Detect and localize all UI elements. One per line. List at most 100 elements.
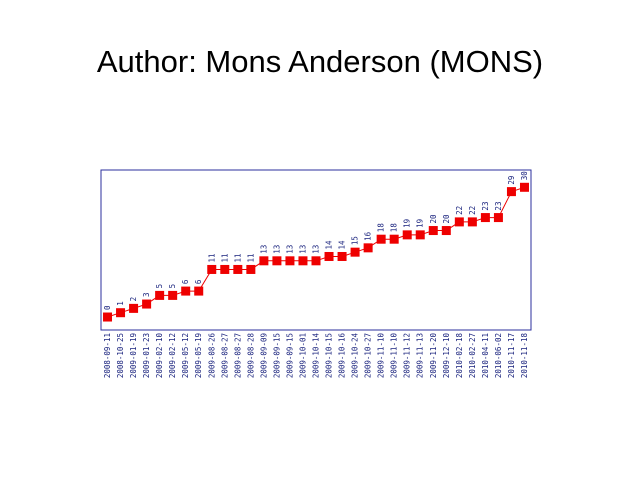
x-tick-label: 2009-05-19 xyxy=(194,333,203,378)
x-tick-label: 2009-10-01 xyxy=(298,333,307,378)
value-label: 13 xyxy=(312,245,321,254)
data-point xyxy=(376,234,386,244)
value-label: 13 xyxy=(285,245,294,254)
value-label: 11 xyxy=(207,253,216,262)
data-point xyxy=(350,247,360,257)
value-label: 1 xyxy=(116,301,125,306)
data-point xyxy=(337,251,347,261)
x-tick-label: 2009-11-12 xyxy=(403,333,412,378)
value-label: 5 xyxy=(168,284,177,289)
value-label: 29 xyxy=(507,176,516,185)
value-label: 23 xyxy=(481,202,490,211)
value-label: 15 xyxy=(351,236,360,245)
value-label: 6 xyxy=(181,279,190,284)
data-point xyxy=(454,217,464,227)
value-label: 5 xyxy=(155,284,164,289)
value-label: 18 xyxy=(390,223,399,233)
value-label: 23 xyxy=(494,202,503,211)
value-label: 11 xyxy=(233,253,242,262)
data-point xyxy=(207,264,217,274)
value-label: 19 xyxy=(403,219,412,228)
x-tick-label: 2009-02-12 xyxy=(168,333,177,378)
data-point xyxy=(506,187,516,197)
x-tick-label: 2009-05-12 xyxy=(181,333,190,378)
data-point xyxy=(181,286,191,296)
data-point xyxy=(155,290,165,300)
data-point xyxy=(142,299,152,309)
data-point xyxy=(441,226,451,236)
value-label: 16 xyxy=(364,231,373,241)
x-tick-label: 2009-09-09 xyxy=(259,333,268,378)
data-point xyxy=(324,251,334,261)
value-label: 13 xyxy=(298,245,307,254)
data-point xyxy=(493,213,503,223)
plot-frame xyxy=(100,169,532,331)
data-point xyxy=(272,256,282,266)
data-point xyxy=(233,264,243,274)
x-tick-label: 2009-09-15 xyxy=(272,333,281,378)
data-point xyxy=(194,286,204,296)
data-point xyxy=(363,243,373,253)
x-tick-label: 2009-09-15 xyxy=(285,333,294,378)
value-label: 20 xyxy=(429,214,438,224)
x-tick-label: 2010-06-02 xyxy=(494,333,503,378)
x-tick-label: 2009-10-15 xyxy=(325,333,334,378)
x-tick-label: 2009-12-10 xyxy=(442,333,451,379)
value-label: 20 xyxy=(442,214,451,224)
x-tick-label: 2009-11-13 xyxy=(416,333,425,378)
value-label: 0 xyxy=(103,305,112,310)
value-label: 13 xyxy=(272,245,281,254)
x-tick-label: 2008-10-25 xyxy=(116,333,125,378)
x-tick-label: 2009-10-14 xyxy=(312,333,321,379)
data-point xyxy=(311,256,321,266)
data-point xyxy=(428,226,438,236)
data-point xyxy=(246,264,256,274)
data-point xyxy=(389,234,399,244)
x-tick-label: 2009-01-23 xyxy=(142,333,151,378)
value-label: 11 xyxy=(246,253,255,262)
data-point xyxy=(467,217,477,227)
data-point xyxy=(298,256,308,266)
value-label: 22 xyxy=(455,206,464,215)
data-point xyxy=(415,230,425,240)
value-label: 22 xyxy=(468,206,477,215)
data-point xyxy=(103,312,113,322)
data-point xyxy=(220,264,230,274)
value-label: 14 xyxy=(338,240,347,250)
value-label: 19 xyxy=(416,219,425,228)
data-point xyxy=(519,182,529,192)
value-label: 18 xyxy=(377,223,386,233)
x-tick-label: 2009-11-10 xyxy=(390,333,399,379)
data-point xyxy=(259,256,269,266)
data-point xyxy=(402,230,412,240)
x-tick-label: 2010-11-17 xyxy=(507,333,516,378)
value-label: 13 xyxy=(259,245,268,254)
value-label: 11 xyxy=(220,253,229,262)
value-label: 30 xyxy=(520,171,529,181)
x-tick-label: 2009-10-24 xyxy=(351,333,360,379)
x-tick-label: 2009-08-28 xyxy=(246,333,255,379)
x-tick-label: 2009-10-16 xyxy=(338,333,347,379)
value-label: 3 xyxy=(142,293,151,298)
x-tick-label: 2009-08-26 xyxy=(207,333,216,379)
x-tick-label: 2009-11-20 xyxy=(429,333,438,379)
data-point xyxy=(129,303,139,313)
x-tick-label: 2009-02-10 xyxy=(155,333,164,379)
value-label: 14 xyxy=(325,240,334,250)
data-point xyxy=(480,213,490,223)
value-label: 6 xyxy=(194,279,203,284)
x-tick-label: 2009-08-27 xyxy=(220,333,229,378)
data-point xyxy=(285,256,295,266)
x-tick-label: 2010-11-18 xyxy=(520,333,529,379)
chart-title: Author: Mons Anderson (MONS) xyxy=(97,44,543,79)
value-label: 2 xyxy=(129,297,138,302)
x-tick-label: 2009-11-10 xyxy=(377,333,386,379)
x-tick-label: 2009-01-19 xyxy=(129,333,138,378)
x-tick-label: 2010-04-11 xyxy=(481,333,490,378)
x-tick-label: 2008-09-11 xyxy=(103,333,112,378)
x-tick-label: 2009-08-27 xyxy=(233,333,242,378)
x-tick-label: 2010-02-18 xyxy=(455,333,464,379)
data-point xyxy=(116,308,126,318)
